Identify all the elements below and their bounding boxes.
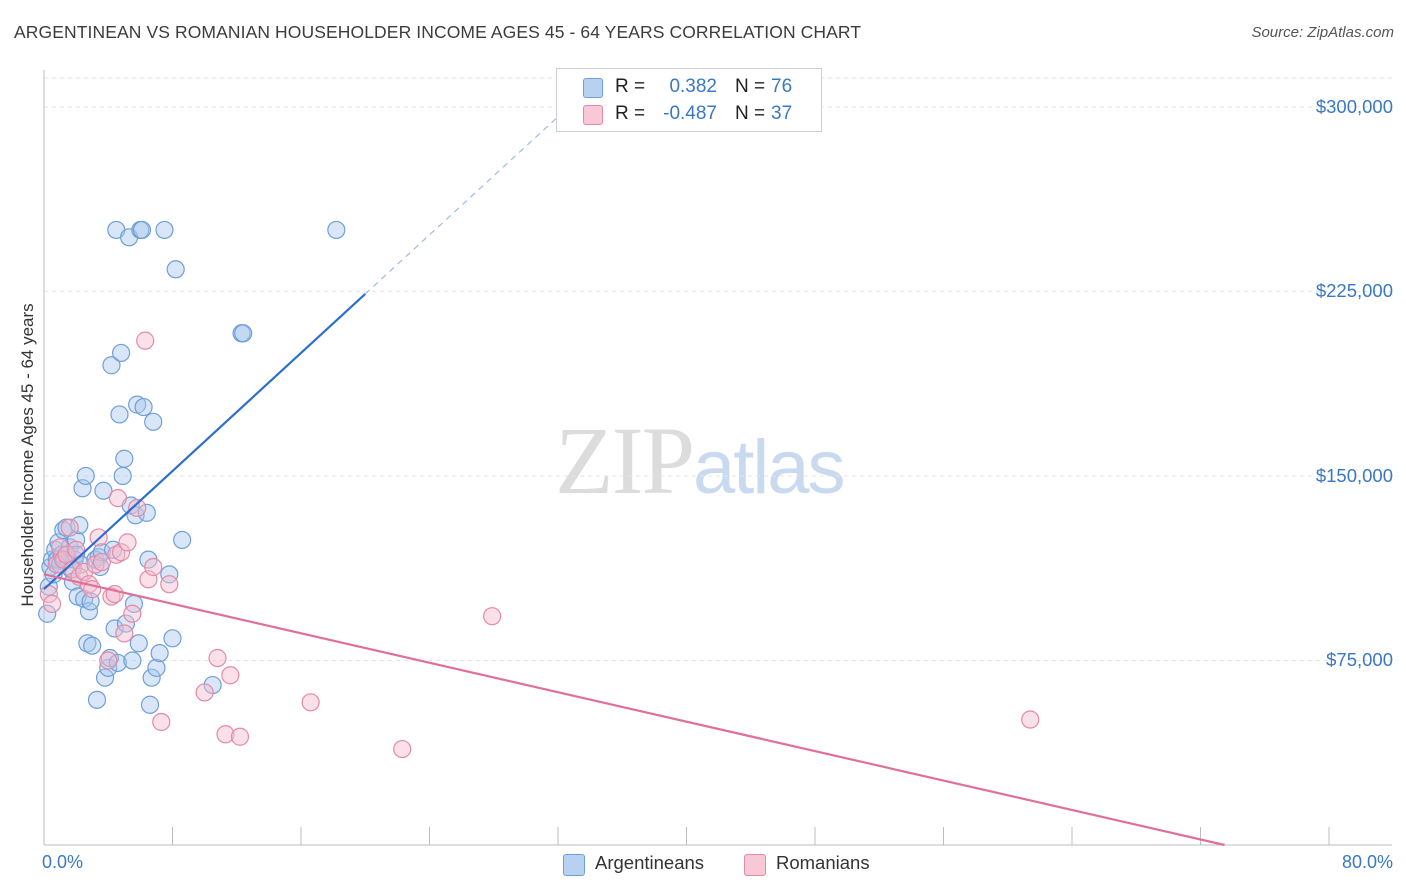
argentinean-point: [140, 695, 160, 714]
n-value: 76: [771, 76, 793, 97]
argentinean-point: [142, 668, 161, 687]
y-tick-label: $300,000: [1315, 95, 1393, 117]
argentinean-point: [38, 604, 57, 623]
y-tick-label: $225,000: [1315, 280, 1393, 302]
legend-label: Argentineans: [595, 852, 705, 873]
romanian-point: [102, 587, 121, 606]
argentinean-point: [94, 481, 113, 500]
romanians-swatch: [744, 854, 766, 876]
romanian-point: [208, 648, 227, 668]
stats-legend: R = 0.382 N = 76 R = -0.487 N = 37: [556, 68, 822, 132]
argentinean-point: [173, 530, 192, 550]
axes: [43, 70, 1392, 846]
romanian-point: [160, 575, 179, 594]
romanian-point: [221, 666, 240, 685]
n-value: 37: [771, 103, 793, 124]
argentineans-trend-extension: [364, 116, 559, 295]
romanian-point: [216, 725, 235, 744]
n-label: N =: [735, 103, 766, 124]
r-value: 0.382: [669, 76, 717, 97]
argentinean-point: [76, 466, 95, 486]
romanian-point: [152, 712, 171, 732]
romanian-point: [107, 545, 126, 564]
argentinean-point: [83, 636, 102, 655]
argentinean-point: [147, 658, 166, 677]
argentinean-point: [110, 405, 129, 424]
legend-row-argentineans: R = 0.382 N = 76: [557, 75, 821, 101]
argentinean-point: [132, 220, 152, 240]
n-label: N =: [735, 76, 766, 97]
romanian-point: [1021, 710, 1040, 729]
watermark-zip: ZIP: [555, 407, 695, 514]
argentinean-point: [113, 466, 132, 486]
gridlines: [44, 77, 1392, 661]
argentinean-point: [111, 343, 131, 363]
x-tick-min: 0.0%: [42, 852, 84, 872]
romanian-point: [92, 552, 111, 572]
legend-label: Romanians: [776, 852, 870, 873]
romanians-points: [39, 331, 1040, 759]
trend-lines: [43, 116, 1225, 847]
argentinean-point: [327, 220, 346, 240]
argentinean-point: [234, 324, 253, 343]
chart-title: ARGENTINEAN VS ROMANIAN HOUSEHOLDER INCO…: [14, 22, 862, 42]
argentineans-swatch: [583, 78, 603, 98]
argentinean-point: [129, 634, 148, 653]
argentinean-point: [87, 690, 107, 709]
argentinean-point: [123, 651, 142, 670]
argentinean-point: [163, 629, 182, 648]
y-tick-label: $150,000: [1315, 464, 1393, 486]
argentinean-point: [102, 356, 121, 375]
argentineans-trend-line: [43, 293, 366, 590]
argentinean-point: [105, 619, 124, 638]
legend-row-romanians: R = -0.487 N = 37: [557, 102, 821, 128]
romanian-point: [42, 594, 62, 613]
romanian-point: [111, 543, 131, 562]
x-tick-max: 80.0%: [1341, 852, 1393, 872]
argentinean-point: [150, 643, 169, 663]
y-axis-label: Householder Income Ages 45 - 64 years: [18, 303, 37, 607]
watermark-atlas: atlas: [693, 425, 846, 510]
r-value: -0.487: [663, 103, 717, 124]
romanian-point: [301, 693, 320, 712]
argentinean-point: [95, 668, 115, 687]
romanian-point: [195, 683, 214, 702]
romanian-point: [54, 550, 73, 569]
argentinean-point: [78, 634, 97, 653]
romanians-swatch: [583, 105, 603, 125]
argentinean-point: [144, 412, 163, 431]
source-label: Source: ZipAtlas.com: [1251, 24, 1394, 41]
romanian-point: [108, 488, 127, 508]
argentinean-point: [160, 565, 179, 584]
argentinean-point: [115, 449, 134, 468]
argentineans-points: [38, 220, 346, 714]
romanian-point: [99, 651, 118, 670]
argentinean-point: [137, 503, 156, 522]
romanian-point: [136, 331, 155, 350]
r-label: R =: [615, 76, 646, 97]
romanian-point: [128, 498, 147, 518]
romanian-point: [118, 533, 137, 552]
romanian-point: [393, 739, 412, 759]
romanian-point: [60, 518, 79, 537]
argentinean-point: [134, 397, 153, 417]
r-label: R =: [615, 103, 646, 124]
romanian-point: [115, 624, 134, 643]
argentinean-point: [166, 260, 185, 279]
romanians-trend-line: [43, 573, 1225, 847]
romanian-point: [123, 604, 142, 623]
romanian-point: [67, 540, 86, 559]
argentinean-point: [155, 220, 174, 240]
y-tick-label: $75,000: [1326, 649, 1393, 671]
watermark: ZIPatlas: [555, 405, 846, 516]
argentineans-swatch: [563, 854, 585, 876]
romanian-point: [230, 727, 250, 746]
romanian-point: [483, 607, 502, 626]
argentinean-point: [126, 506, 145, 525]
romanian-point: [144, 557, 163, 577]
